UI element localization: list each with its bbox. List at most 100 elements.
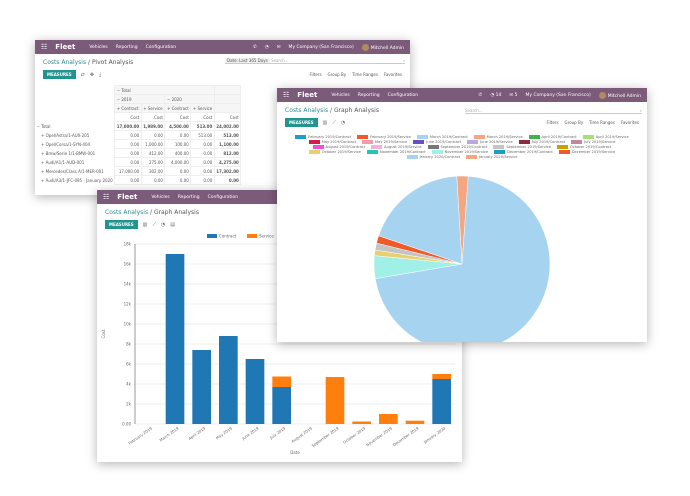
cell-value[interactable]: 0.00 [190, 139, 215, 149]
app-name[interactable]: Fleet [55, 43, 76, 51]
legend-item[interactable]: July 2019/Service [571, 140, 615, 144]
pie-chart-icon[interactable]: ◔ [340, 119, 346, 126]
filters-menu[interactable]: Filters [309, 72, 322, 77]
bar-service[interactable] [379, 414, 398, 424]
breadcrumb-root[interactable]: Costs Analysis [285, 107, 329, 114]
pie-slice[interactable] [374, 175, 551, 342]
cell-value[interactable]: 513.00 [190, 121, 215, 131]
cell-value[interactable]: 24,002.00 [213, 121, 242, 131]
legend-item[interactable]: August 2019/Service [371, 145, 422, 149]
bar-contract[interactable] [165, 254, 185, 424]
cell-value[interactable]: 0.00 [164, 166, 192, 176]
user-menu[interactable]: Mitchell Admin [370, 45, 404, 51]
cell-value[interactable]: 812.00 [213, 148, 242, 158]
row-header[interactable]: − Total [36, 123, 51, 129]
cell-value[interactable]: 275.00 [140, 157, 166, 167]
cell-value[interactable]: 0.00 [114, 175, 142, 185]
bar-service[interactable] [325, 377, 345, 424]
cell-value[interactable]: 0.00 [114, 130, 142, 140]
favorites-menu[interactable]: Favorites [620, 120, 639, 125]
legend-item[interactable]: February 2019/Service [357, 135, 411, 139]
legend-item[interactable]: December 2019/Service [558, 150, 615, 154]
header-type[interactable]: + Contract [164, 103, 192, 113]
bar-service[interactable] [272, 376, 291, 388]
cell-value[interactable]: 1,000.00 [140, 139, 166, 149]
cell-value[interactable]: 4,000.00 [164, 157, 192, 167]
phone-icon[interactable]: ✆ [478, 92, 483, 98]
menu-reporting[interactable]: Reporting [115, 44, 138, 50]
cell-value[interactable]: 0.00 [140, 130, 166, 140]
pie-chart-icon[interactable]: ◔ [160, 221, 166, 228]
cell-value[interactable]: 400.00 [164, 148, 192, 158]
row-header[interactable]: + Audi/A1/1-AUD-001 [41, 159, 85, 165]
search-input[interactable]: Date: Last 365 Days Search... ⌕ [225, 58, 405, 64]
cell-value[interactable]: 17,000.00 [114, 166, 142, 176]
bar-contract[interactable] [432, 379, 451, 424]
filters-menu[interactable]: Filters [546, 120, 559, 125]
company-switcher[interactable]: My Company (San Francisco) [288, 44, 354, 50]
cell-value[interactable]: 0.00 [164, 130, 192, 140]
measures-button[interactable]: MEASURES [43, 70, 76, 79]
bar-service[interactable] [432, 374, 451, 379]
legend-item[interactable]: November 2019/Contract [367, 150, 426, 154]
header-2020[interactable]: − 2020 [164, 94, 215, 104]
legend-item[interactable]: May 2019/Contract [308, 140, 356, 144]
row-header[interactable]: + Audi/A3/1-JFC-095 - January 2020 [41, 177, 113, 183]
user-menu[interactable]: Mitchell Admin [607, 93, 641, 99]
cell-value[interactable]: 17,000.00 [114, 121, 142, 131]
group-by-menu[interactable]: Group By [327, 72, 347, 77]
bar-service[interactable] [405, 420, 425, 424]
measures-button[interactable]: MEASURES [285, 118, 318, 127]
bar-contract[interactable] [192, 350, 211, 424]
group-by-menu[interactable]: Group By [564, 120, 584, 125]
cell-value[interactable]: 0.00 [190, 148, 215, 158]
menu-reporting[interactable]: Reporting [177, 194, 200, 200]
cell-value[interactable]: 0.00 [190, 175, 215, 185]
legend-swatch[interactable] [207, 234, 217, 238]
cell-value[interactable]: 4,275.00 [213, 157, 242, 167]
cell-value[interactable]: 100.00 [164, 139, 192, 149]
legend-item[interactable]: September 2019/Contract [427, 145, 487, 149]
row-header[interactable]: + Opel/Corsa/1-SYN-404 [41, 141, 91, 147]
cell-value[interactable]: 513.00 [213, 130, 242, 140]
cell-value[interactable]: 4,500.00 [164, 121, 192, 131]
activity-icon[interactable]: ◔ 14 [490, 92, 502, 98]
stack-icon[interactable]: ▤ [170, 221, 175, 228]
measures-button[interactable]: MEASURES [105, 220, 138, 229]
cell-value[interactable]: 0.00 [114, 148, 142, 158]
menu-reporting[interactable]: Reporting [357, 92, 380, 98]
phone-icon[interactable]: ✆ [252, 44, 257, 50]
cell-value[interactable]: 0.00 [190, 157, 215, 167]
time-ranges-menu[interactable]: Time Ranges [352, 72, 378, 77]
avatar[interactable]: Mitchell Admin [598, 91, 641, 99]
legend-swatch[interactable] [247, 234, 257, 238]
menu-vehicles[interactable]: Vehicles [331, 92, 350, 98]
menu-configuration[interactable]: Configuration [145, 44, 177, 50]
activity-icon[interactable]: ◔ [264, 44, 269, 50]
company-switcher[interactable]: My Company (San Francisco) [525, 92, 591, 98]
cell-value[interactable]: 1,989.00 [140, 121, 166, 131]
legend-item[interactable]: March 2019/Contract [416, 135, 468, 139]
row-header[interactable]: + Opel/Astra/1-AUX-205 [41, 132, 90, 138]
search-icon[interactable]: ⌕ [402, 58, 405, 63]
legend-item[interactable]: March 2019/Service [473, 135, 523, 139]
legend-item[interactable]: June 2019/Service [467, 140, 513, 144]
legend-item[interactable]: April 2019/Service [582, 135, 629, 139]
chat-icon[interactable]: ✉ 5 [509, 92, 518, 98]
app-name[interactable]: Fleet [297, 91, 318, 99]
flip-axis-icon[interactable]: ⇄ [80, 71, 85, 78]
header-2019[interactable]: − 2019 [114, 94, 166, 104]
apps-icon[interactable]: ☷ [41, 43, 48, 51]
header-type[interactable]: + Contract [114, 103, 142, 113]
row-header[interactable]: + Mercedes/Class A/1-MER-001 [41, 168, 104, 174]
cell-value[interactable]: 17,302.00 [213, 166, 242, 176]
bar-chart-icon[interactable]: ▥ [322, 119, 328, 126]
legend-item[interactable]: August 2019/Contract [312, 145, 365, 149]
bar-chart-icon[interactable]: ▥ [142, 221, 148, 228]
line-chart-icon[interactable]: ⟋ [332, 119, 336, 126]
header-type[interactable]: + Service [140, 103, 166, 113]
bar-service[interactable] [352, 421, 371, 425]
legend-item[interactable]: January 2020/Contract [406, 155, 460, 159]
menu-vehicles[interactable]: Vehicles [151, 194, 170, 200]
bar-contract[interactable] [219, 336, 238, 424]
